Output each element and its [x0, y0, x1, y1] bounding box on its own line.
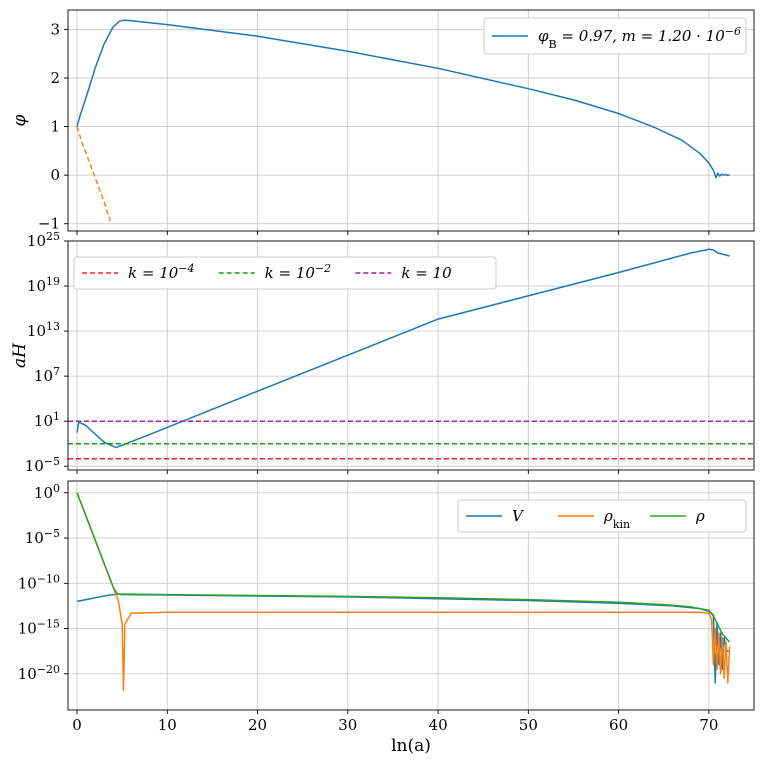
- legend-label: k = 10−2: [265, 262, 332, 283]
- panel-2: 10−5 101 107 1013 1019 1025 aH k = 10−4 k = 10−2…: [10, 230, 755, 476]
- y-tick-label: 1: [50, 118, 60, 136]
- y-tick-label: 10−15: [18, 617, 60, 638]
- y-tick-label: 10−20: [18, 662, 60, 683]
- y-tick-label: 1019: [27, 275, 60, 296]
- x-tick-label: 40: [429, 716, 448, 734]
- y-axis-label: aH: [10, 342, 30, 368]
- x-tick-label: 10: [158, 716, 177, 734]
- x-tick-label: 70: [699, 716, 718, 734]
- series-line--b-0-97-m-1-20-10-6: [76, 19, 730, 179]
- x-tick-label: 50: [519, 716, 538, 734]
- series-group: [68, 248, 754, 460]
- y-tick-label: 3: [50, 20, 60, 38]
- panel-1: −1 0 1 2 3 φ φB = 0.97, m = 1.20 · 10−6: [10, 9, 755, 235]
- x-tick-label: 20: [248, 716, 267, 734]
- y-tick-label: 0: [50, 166, 60, 184]
- legend-label: ρkin: [603, 507, 630, 531]
- x-tick-label: 60: [609, 716, 628, 734]
- series-line--: [76, 492, 731, 643]
- legend-label: φB = 0.97, m = 1.20 · 10−6: [538, 25, 741, 51]
- y-tick-label: 10−5: [25, 527, 60, 548]
- y-axis-label: φ: [10, 114, 30, 126]
- y-tick-label: 10−10: [18, 572, 60, 593]
- series-group: [76, 492, 731, 691]
- legend: φB = 0.97, m = 1.20 · 10−6: [483, 17, 747, 55]
- legend-box: [457, 499, 747, 533]
- x-tick-label: 0: [72, 716, 82, 734]
- y-tick-label: 1013: [27, 320, 60, 341]
- legend-label: k = 10−4: [128, 262, 195, 283]
- legend-label: k = 10: [401, 264, 452, 282]
- legend-label: ρ: [695, 507, 705, 525]
- series-line-v: [76, 593, 730, 684]
- y-tick-label: 10−5: [25, 455, 60, 476]
- series-line--kin: [76, 492, 731, 691]
- legend-label: V: [512, 507, 525, 525]
- x-axis-label: ln(a): [391, 736, 431, 756]
- legend-box: [73, 256, 497, 290]
- panel-3: 100 10−5 10−10 10−15 10−20 V ρkin ρ 0 10 20 30 40 50 6…: [18, 480, 755, 756]
- y-tick-label: 100: [34, 481, 60, 502]
- series-line-unnamed-1: [76, 126, 112, 222]
- legend: k = 10−4 k = 10−2 k = 10: [73, 256, 497, 290]
- y-tick-label: 101: [34, 410, 60, 431]
- y-tick-label: 2: [50, 69, 60, 87]
- axes-frame: [67, 480, 755, 711]
- series-group: [76, 19, 730, 222]
- y-tick-label: 107: [34, 365, 60, 386]
- axes-frame: [67, 9, 755, 232]
- y-tick-label: 1025: [27, 230, 60, 251]
- legend-box: [483, 17, 747, 55]
- axes-frame: [67, 240, 755, 471]
- series-line-unnamed-0: [76, 248, 730, 449]
- x-tick-label: 30: [338, 716, 357, 734]
- y-tick-label: −1: [38, 215, 60, 233]
